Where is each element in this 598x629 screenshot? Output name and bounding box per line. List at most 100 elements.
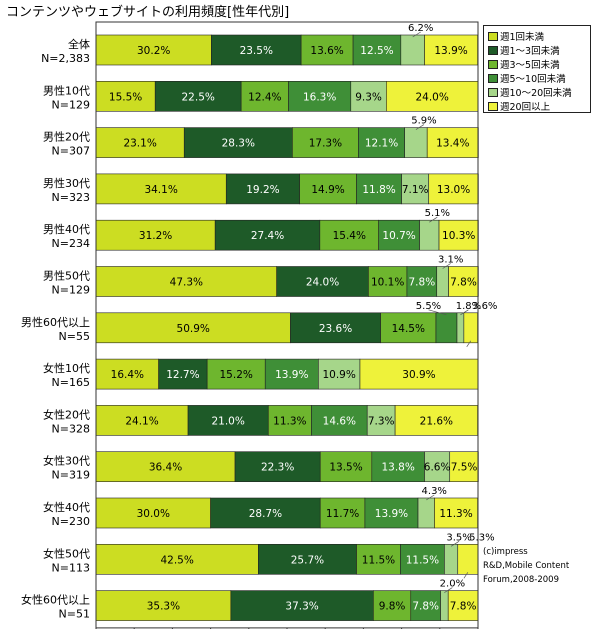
bar-segment bbox=[225, 173, 300, 205]
bar-segment bbox=[426, 127, 479, 158]
category-n-label: N=129 bbox=[52, 284, 90, 297]
bar-segment bbox=[214, 219, 321, 251]
category-label: 男性10代 bbox=[43, 83, 90, 97]
data-label: 21.6% bbox=[420, 415, 453, 427]
category-label: 女性50代 bbox=[43, 546, 90, 560]
data-label: 21.0% bbox=[211, 415, 244, 427]
bar-segment bbox=[447, 590, 479, 621]
data-label: 19.2% bbox=[246, 184, 279, 196]
data-label: 31.2% bbox=[139, 230, 172, 242]
legend-label: 週20回以上 bbox=[500, 102, 551, 113]
legend-swatch bbox=[488, 60, 498, 69]
data-label: 10.3% bbox=[442, 230, 475, 242]
category-label: 女性20代 bbox=[43, 407, 90, 421]
data-label: 17.3% bbox=[309, 138, 342, 150]
category-n-label: N=230 bbox=[52, 515, 90, 528]
callout-line bbox=[460, 309, 469, 316]
bar-segment bbox=[440, 590, 449, 621]
data-label: 7.5% bbox=[451, 462, 478, 474]
callout-label: 3.5% bbox=[446, 532, 471, 543]
data-label: 12.7% bbox=[166, 369, 199, 381]
callout-line bbox=[450, 541, 460, 547]
bar-segment bbox=[428, 173, 479, 205]
legend-swatch bbox=[488, 102, 498, 111]
category-label: 女性30代 bbox=[43, 454, 90, 468]
callout-line bbox=[442, 263, 451, 269]
data-label: 16.3% bbox=[303, 91, 336, 103]
category-label: 女性40代 bbox=[43, 500, 90, 514]
data-label: 23.6% bbox=[319, 323, 352, 335]
bar-segment bbox=[95, 173, 227, 205]
bar-segment bbox=[424, 451, 451, 483]
bar-segment bbox=[368, 266, 408, 297]
category-label: 女性60代以上 bbox=[21, 593, 90, 607]
category-label: 男性60代以上 bbox=[21, 315, 90, 329]
data-label: 12.4% bbox=[248, 91, 281, 103]
bar-segment bbox=[400, 34, 425, 66]
data-label: 36.4% bbox=[149, 462, 182, 474]
data-label: 13.8% bbox=[381, 462, 414, 474]
data-label: 13.0% bbox=[437, 184, 470, 196]
bar-layer bbox=[95, 34, 479, 621]
category-n-label: N=129 bbox=[52, 98, 90, 111]
data-label: 12.5% bbox=[360, 45, 393, 57]
bar-segment bbox=[394, 405, 478, 436]
data-label: 14.5% bbox=[392, 323, 425, 335]
category-n-label: N=319 bbox=[52, 469, 90, 482]
bar-segment bbox=[449, 451, 479, 483]
legend-item: 週1回未満 bbox=[488, 29, 544, 43]
bar-segment bbox=[154, 81, 242, 112]
data-label: 37.3% bbox=[285, 601, 318, 613]
data-label: 30.0% bbox=[137, 508, 170, 520]
bar-segment bbox=[417, 497, 435, 529]
bar-segment bbox=[276, 266, 369, 297]
data-label: 30.9% bbox=[402, 369, 435, 381]
callout-label: 5.9% bbox=[411, 116, 436, 127]
bar-segment bbox=[463, 312, 478, 344]
data-label: 15.2% bbox=[220, 369, 253, 381]
bar-segment bbox=[288, 81, 352, 112]
data-label: 22.5% bbox=[182, 91, 215, 103]
data-label: 24.1% bbox=[125, 415, 158, 427]
category-label: 男性40代 bbox=[43, 222, 90, 236]
data-label: 11.5% bbox=[406, 554, 439, 566]
data-label: 11.3% bbox=[273, 415, 306, 427]
legend-item: 週3〜5回未満 bbox=[488, 57, 560, 71]
data-label: 10.1% bbox=[371, 277, 404, 289]
bar-segment bbox=[240, 81, 289, 112]
data-label: 28.7% bbox=[249, 508, 282, 520]
bar-segment bbox=[364, 497, 419, 529]
data-label: 7.1% bbox=[402, 184, 429, 196]
legend-swatch bbox=[488, 32, 498, 41]
callout-line bbox=[463, 572, 469, 579]
legend-swatch bbox=[488, 88, 498, 97]
copyright-credit: (c)impress R&D,Mobile Content Forum,2008… bbox=[483, 545, 595, 587]
legend-label: 週1〜3回未満 bbox=[500, 46, 560, 57]
legend-label: 週10〜20回未満 bbox=[500, 88, 572, 99]
category-n-label: N=328 bbox=[52, 422, 90, 435]
bar-segment bbox=[95, 266, 277, 297]
data-label: 42.5% bbox=[160, 554, 193, 566]
bar-segment bbox=[211, 34, 302, 66]
bar-segment bbox=[95, 590, 232, 621]
data-label: 25.7% bbox=[291, 554, 324, 566]
data-label: 27.4% bbox=[251, 230, 284, 242]
legend-item: 週1〜3回未満 bbox=[488, 43, 560, 57]
legend-item: 週20回以上 bbox=[488, 99, 550, 113]
callout-label: 2.0% bbox=[440, 579, 465, 590]
bar-segment bbox=[366, 405, 396, 436]
bar-segment bbox=[401, 173, 430, 205]
data-label: 9.8% bbox=[379, 601, 406, 613]
bar-segment bbox=[319, 497, 366, 529]
callout-line bbox=[426, 494, 435, 501]
callout-line bbox=[412, 31, 421, 38]
data-label: 11.3% bbox=[439, 508, 472, 520]
data-label: 23.1% bbox=[123, 138, 156, 150]
bar-segment bbox=[404, 127, 428, 158]
bar-segment bbox=[299, 173, 357, 205]
bar-segment bbox=[373, 590, 412, 621]
bar-segment bbox=[318, 358, 361, 390]
bar-segment bbox=[410, 590, 441, 621]
data-label: 12.1% bbox=[365, 138, 398, 150]
data-label: 13.4% bbox=[436, 138, 469, 150]
